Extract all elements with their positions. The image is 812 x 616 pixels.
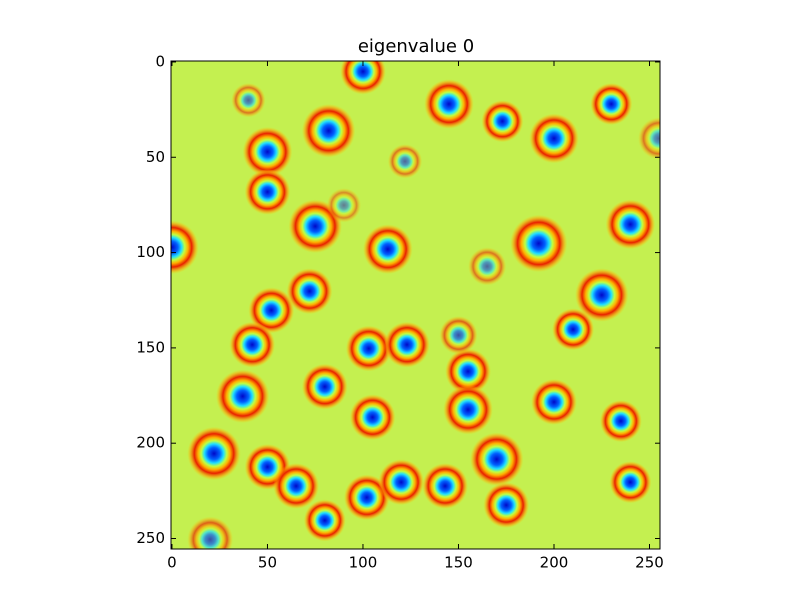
y-tick-label: 200 (136, 434, 165, 452)
axes-frame (170, 60, 661, 550)
x-tick-label: 150 (444, 554, 473, 572)
x-tick-label: 100 (349, 554, 378, 572)
image (171, 61, 660, 549)
x-tick-label: 250 (635, 554, 664, 572)
y-tick-label: 50 (146, 148, 165, 166)
x-tick-label: 50 (258, 554, 277, 572)
chart-title: eigenvalue 0 (358, 36, 474, 57)
x-tick-label: 0 (167, 554, 177, 572)
y-tick-label: 150 (136, 338, 165, 356)
y-tick-label: 100 (136, 243, 165, 261)
y-tick-label: 0 (155, 52, 165, 70)
x-tick-label: 200 (540, 554, 569, 572)
y-tick-label: 250 (136, 529, 165, 547)
